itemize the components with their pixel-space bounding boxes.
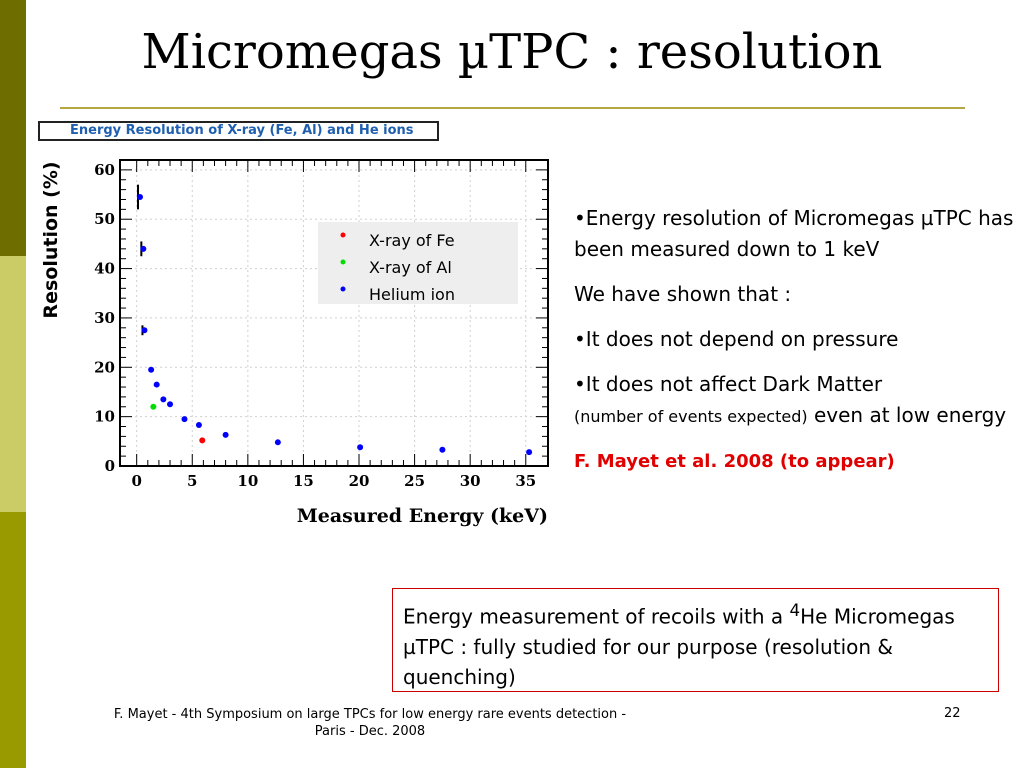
y-axis-label: Resolution (%) — [40, 161, 62, 318]
plot-frame — [119, 159, 549, 467]
bullet-shown: We have shown that : — [574, 282, 792, 306]
data-point — [195, 422, 202, 429]
x-tick-label: 35 — [515, 472, 536, 490]
legend-box — [318, 222, 518, 304]
chart-title: Energy Resolution of X-ray (Fe, Al) and … — [38, 121, 439, 141]
y-tick-label: 50 — [94, 210, 115, 228]
x-tick-label: 5 — [187, 472, 197, 490]
bullet-resolution: •Energy resolution of Micromegas µTPC ha… — [574, 206, 1014, 261]
sidebar-block-dark — [0, 0, 26, 256]
resolution-chart: 0 5 10 15 20 25 30 35 0 10 20 30 40 50 60 Measured Ener… — [40, 159, 549, 527]
data-point — [140, 245, 147, 252]
data-point — [150, 403, 157, 410]
bullet-dark-matter-note: (number of events expected) — [574, 407, 808, 426]
x-axis-label: Measured Energy (keV) — [297, 505, 548, 527]
data-point — [160, 396, 167, 403]
bullet-list: •Energy resolution of Micromegas µTPC ha… — [574, 203, 1019, 491]
summary-text-start: Energy measurement of recoils with a — [403, 604, 790, 629]
y-tick-label: 40 — [94, 260, 115, 278]
legend-label: Helium ion — [369, 285, 455, 304]
data-point — [137, 194, 144, 201]
bullet-dark-matter-main: •It does not affect Dark Matter — [574, 372, 883, 396]
slide-title: Micromegas µTPC : resolution — [141, 24, 883, 80]
x-tick-label: 30 — [460, 472, 481, 490]
legend-label: X-ray of Al — [369, 258, 452, 277]
data-point — [148, 366, 155, 373]
legend-marker — [340, 286, 346, 292]
data-point — [141, 327, 148, 334]
data-point — [222, 431, 229, 438]
x-tick-label: 10 — [237, 472, 258, 490]
bullet-dark-matter-tail: even at low energy — [813, 403, 1007, 427]
data-point — [357, 444, 364, 451]
data-point — [167, 401, 174, 408]
legend-marker — [340, 232, 346, 238]
bullet-dark-matter: •It does not affect Dark Matter (number … — [574, 369, 1019, 432]
sidebar-block-light — [0, 256, 26, 512]
y-tick-label: 10 — [94, 408, 115, 426]
legend-label: X-ray of Fe — [369, 231, 455, 250]
page-number: 22 — [944, 706, 961, 721]
footer-line-1: F. Mayet - 4th Symposium on large TPCs f… — [113, 707, 627, 722]
data-point — [274, 439, 281, 446]
reference-citation: F. Mayet et al. 2008 (to appear) — [574, 451, 895, 472]
y-tick-label: 60 — [94, 161, 115, 179]
sidebar-block-mid — [0, 512, 26, 768]
y-tick-label: 20 — [94, 358, 115, 376]
legend-marker — [340, 259, 346, 265]
summary-superscript: 4 — [789, 601, 801, 620]
x-tick-label: 25 — [404, 472, 425, 490]
x-tick-label: 15 — [293, 472, 314, 490]
data-point — [526, 449, 533, 456]
x-tick-label: 20 — [349, 472, 370, 490]
title-divider — [60, 107, 965, 109]
data-point — [153, 381, 160, 388]
footer-line-2: Paris - Dec. 2008 — [314, 724, 426, 739]
summary-text-end: He Micromegas µTPC : fully studied for o… — [403, 604, 955, 689]
sidebar-decoration — [0, 0, 26, 768]
summary-box: Energy measurement of recoils with a 4He… — [392, 588, 999, 692]
bullet-pressure: •It does not depend on pressure — [574, 327, 899, 351]
footer: F. Mayet - 4th Symposium on large TPCs f… — [60, 706, 680, 740]
data-point — [439, 446, 446, 453]
y-tick-label: 0 — [105, 457, 115, 475]
y-tick-label: 30 — [94, 309, 115, 327]
x-tick-label: 0 — [131, 472, 141, 490]
data-point — [199, 437, 206, 444]
data-point — [181, 416, 188, 423]
